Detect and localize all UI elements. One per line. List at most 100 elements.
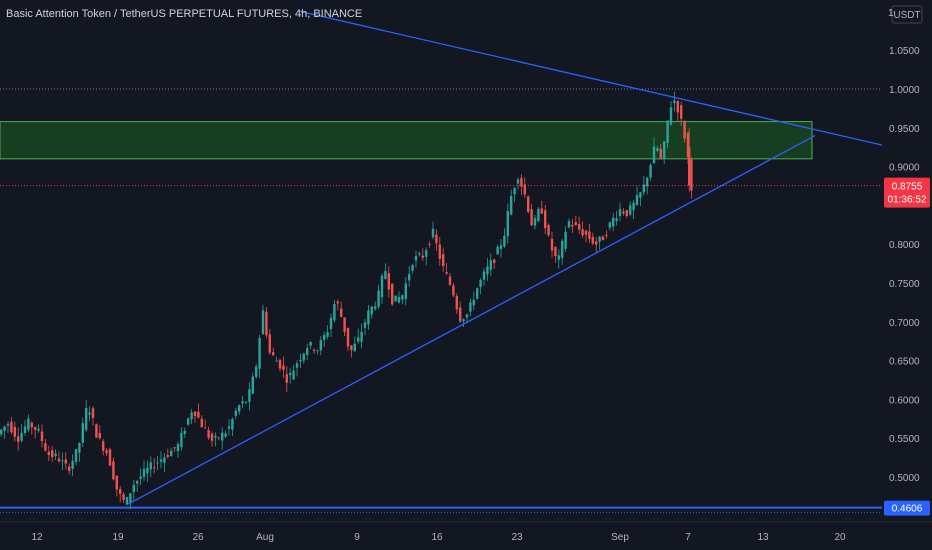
candle [584, 229, 588, 242]
candle-body [561, 240, 564, 258]
candle [346, 327, 350, 352]
candle [397, 291, 401, 304]
candle [516, 177, 520, 190]
candle [564, 226, 567, 252]
candle [272, 347, 275, 357]
candle [357, 328, 360, 344]
candle-body [574, 222, 577, 225]
candle-body [54, 453, 57, 456]
candle-body [282, 365, 285, 370]
candle-body [462, 319, 465, 322]
candle [557, 249, 560, 269]
candle [47, 445, 50, 461]
candle-body [258, 338, 261, 369]
price-axis-panel[interactable] [882, 0, 932, 522]
top-partial-tick: 1 [888, 8, 894, 19]
candle [146, 460, 149, 482]
candle-body [10, 421, 13, 433]
candle-body [312, 349, 316, 351]
candle-body [588, 231, 591, 239]
trendlines-layer [127, 10, 932, 505]
candle [496, 244, 499, 255]
candle [452, 283, 455, 297]
candle-body [527, 196, 530, 212]
candle [540, 200, 543, 215]
candle-body [513, 188, 516, 195]
candle-body [295, 363, 299, 368]
candle-body [204, 427, 207, 429]
candle-body [129, 493, 132, 504]
candle-body [550, 238, 554, 251]
currency-badge[interactable]: USDT [891, 5, 923, 24]
candle [510, 189, 513, 216]
candle-body [306, 348, 309, 356]
candle-body [370, 306, 373, 315]
candle [561, 239, 564, 265]
candle-body [479, 280, 482, 287]
candle-body [200, 418, 203, 428]
candle [489, 253, 492, 277]
candle-body [408, 274, 411, 281]
candle-body [159, 459, 163, 462]
candle-body [214, 435, 217, 438]
candle-body [102, 441, 105, 451]
candle-body [374, 306, 377, 309]
candle [61, 452, 64, 470]
candle [105, 448, 108, 456]
candle [129, 492, 132, 510]
candle-body [686, 132, 690, 158]
candle-body [523, 184, 526, 195]
candle [533, 214, 537, 230]
candle [384, 263, 387, 280]
candle-body [380, 275, 384, 298]
candle [404, 276, 407, 306]
candle [622, 208, 625, 216]
candle-body [482, 271, 486, 280]
candle [238, 404, 241, 415]
candle [673, 91, 676, 112]
support-price-value: 0.4606 [892, 504, 923, 515]
candle-body [622, 211, 625, 214]
candle-body [476, 288, 479, 299]
candle [455, 293, 458, 314]
candle-body [23, 426, 27, 433]
candle [115, 475, 118, 497]
candle [156, 455, 159, 471]
candle-body [377, 290, 380, 307]
candle-body [438, 244, 441, 259]
candle [319, 335, 322, 356]
candle [278, 358, 282, 372]
candle-body [571, 224, 574, 227]
candle-body [533, 218, 537, 226]
candle [44, 439, 47, 452]
candle-body [489, 260, 492, 270]
candle-body [183, 430, 186, 434]
candle [652, 137, 656, 164]
candle-body [448, 276, 452, 285]
candle-body [503, 235, 506, 247]
candle-body [676, 101, 679, 113]
candle [136, 479, 139, 492]
candle-body [584, 230, 588, 235]
candle [425, 247, 428, 266]
candle-body [207, 429, 210, 438]
candle-body [13, 426, 16, 437]
candle-body [336, 301, 339, 304]
candle [98, 425, 101, 440]
candle [78, 442, 81, 462]
candle-body [299, 359, 302, 362]
candle [57, 451, 61, 463]
candle-body [105, 450, 108, 454]
candle [669, 100, 673, 126]
candle-body [554, 247, 557, 256]
candle [285, 366, 288, 392]
candle-body [197, 411, 200, 418]
candle [493, 258, 496, 269]
candle [506, 203, 509, 244]
candle [414, 250, 418, 268]
candle-body [255, 366, 258, 377]
candle [34, 426, 37, 439]
candle [217, 436, 220, 441]
